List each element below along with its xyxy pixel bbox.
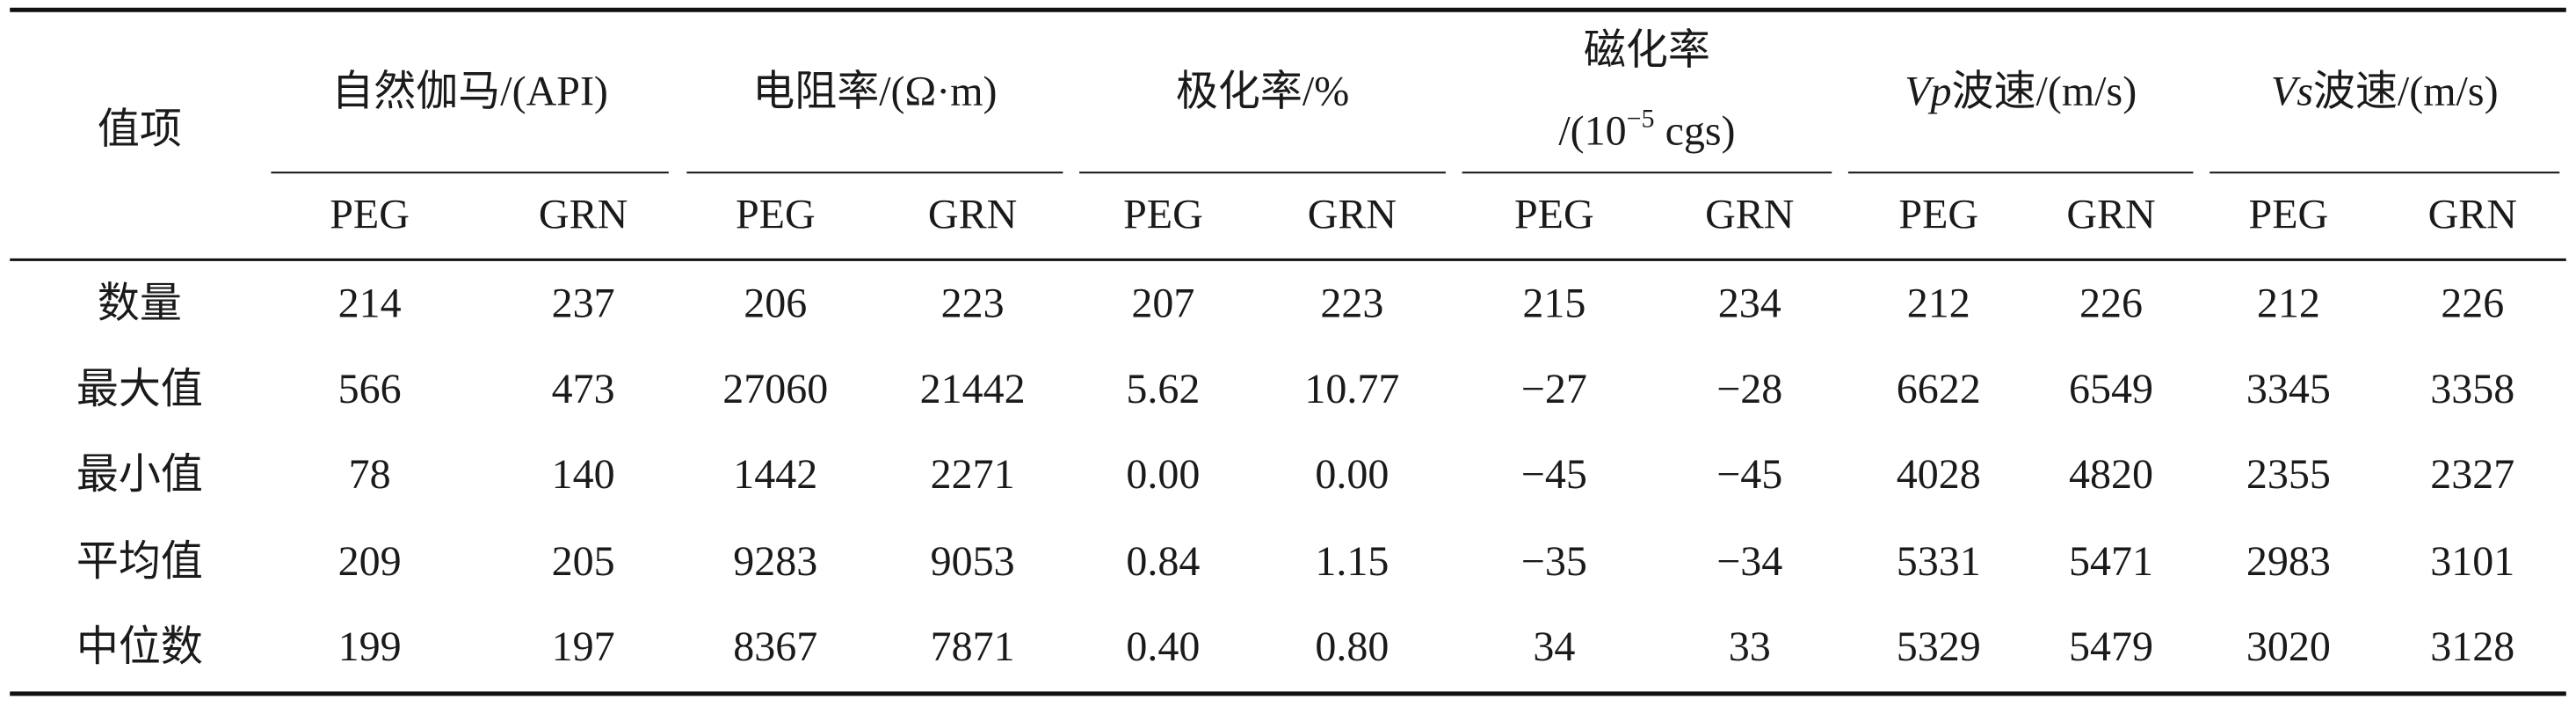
cell: −35 bbox=[1521, 538, 1587, 585]
cell: 214 bbox=[338, 281, 402, 327]
column-header: GRN bbox=[2066, 192, 2155, 238]
cell: 1.15 bbox=[1315, 538, 1389, 585]
row-label: 平均值 bbox=[76, 538, 203, 585]
cell: −45 bbox=[1716, 451, 1782, 498]
cell: 566 bbox=[338, 366, 402, 412]
row-label: 最小值 bbox=[76, 451, 203, 498]
group-header: Vs波速/(m/s) bbox=[2271, 68, 2499, 114]
cell: 209 bbox=[338, 538, 402, 585]
group-header: 磁化率 bbox=[1584, 27, 1710, 74]
group-header: 自然伽马/(API) bbox=[331, 68, 608, 114]
header-part: 电阻率/(Ω·m) bbox=[752, 68, 997, 114]
column-header: PEG bbox=[2249, 192, 2329, 238]
cell: 9053 bbox=[931, 538, 1015, 585]
cell: 1442 bbox=[733, 451, 817, 498]
cell: 206 bbox=[744, 281, 807, 327]
row-header: 值项 bbox=[98, 106, 182, 152]
cell: 78 bbox=[349, 451, 391, 498]
cell: 5331 bbox=[1897, 538, 1981, 585]
column-header: PEG bbox=[1514, 192, 1594, 238]
cell: −45 bbox=[1521, 451, 1587, 498]
header-italic: Vs bbox=[2271, 68, 2313, 114]
column-header: PEG bbox=[1123, 192, 1203, 238]
cell: 27060 bbox=[722, 366, 828, 412]
cell: 5471 bbox=[2069, 538, 2153, 585]
cell: −27 bbox=[1521, 366, 1587, 412]
cell: 7871 bbox=[931, 623, 1015, 670]
header-part: 波速/(m/s) bbox=[2313, 68, 2499, 114]
cell: 0.40 bbox=[1126, 623, 1200, 670]
row-label: 最大值 bbox=[76, 366, 203, 412]
cell: −34 bbox=[1716, 538, 1782, 585]
cell: 2271 bbox=[931, 451, 1015, 498]
cell: 21442 bbox=[920, 366, 1026, 412]
cell: 212 bbox=[2257, 281, 2320, 327]
cell: 0.00 bbox=[1126, 451, 1200, 498]
header-part: 极化率/% bbox=[1176, 68, 1349, 114]
cell: 6549 bbox=[2069, 366, 2153, 412]
cell: 0.00 bbox=[1315, 451, 1389, 498]
cell: 197 bbox=[552, 623, 615, 670]
cell: 205 bbox=[552, 538, 615, 585]
group-header: /(10−5 cgs) bbox=[1558, 104, 1735, 154]
cell: 3128 bbox=[2430, 623, 2514, 670]
header-sup: −5 bbox=[1627, 104, 1655, 133]
cell: 33 bbox=[1729, 623, 1771, 670]
column-header: GRN bbox=[2428, 192, 2517, 238]
cell: 226 bbox=[2441, 281, 2504, 327]
cell: 207 bbox=[1131, 281, 1194, 327]
cell: 9283 bbox=[733, 538, 817, 585]
group-header: Vp波速/(m/s) bbox=[1905, 68, 2137, 114]
header-part: cgs) bbox=[1655, 107, 1736, 154]
cell: 8367 bbox=[733, 623, 817, 670]
cell: 3358 bbox=[2430, 366, 2514, 412]
cell: 237 bbox=[552, 281, 615, 327]
column-header: PEG bbox=[330, 192, 410, 238]
column-header: GRN bbox=[928, 192, 1017, 238]
cell: 2327 bbox=[2430, 451, 2514, 498]
cell: 3020 bbox=[2246, 623, 2331, 670]
header-italic: Vp bbox=[1905, 68, 1951, 114]
cell: 10.77 bbox=[1304, 366, 1399, 412]
group-header: 极化率/% bbox=[1176, 68, 1349, 114]
cell: 0.80 bbox=[1315, 623, 1389, 670]
cell: 0.84 bbox=[1126, 538, 1200, 585]
cell: 140 bbox=[552, 451, 615, 498]
group-header: 电阻率/(Ω·m) bbox=[752, 68, 997, 114]
cell: 199 bbox=[338, 623, 402, 670]
cell: 2983 bbox=[2246, 538, 2331, 585]
column-header: GRN bbox=[539, 192, 628, 238]
column-header: GRN bbox=[1308, 192, 1397, 238]
cell: 473 bbox=[552, 366, 615, 412]
column-header: PEG bbox=[736, 192, 816, 238]
row-label: 数量 bbox=[98, 281, 182, 327]
cell: 5329 bbox=[1897, 623, 1981, 670]
column-header: PEG bbox=[1898, 192, 1978, 238]
cell: 3101 bbox=[2430, 538, 2514, 585]
cell: 5.62 bbox=[1126, 366, 1200, 412]
row-label: 中位数 bbox=[76, 623, 203, 670]
cell: 6622 bbox=[1897, 366, 1981, 412]
cell: 4028 bbox=[1897, 451, 1981, 498]
cell: 5479 bbox=[2069, 623, 2153, 670]
cell: 212 bbox=[1907, 281, 1970, 327]
cell: 223 bbox=[1320, 281, 1383, 327]
header-part: 自然伽马/(API) bbox=[331, 68, 608, 114]
cell: 215 bbox=[1522, 281, 1586, 327]
cell: −28 bbox=[1716, 366, 1782, 412]
header-part: 波速/(m/s) bbox=[1952, 68, 2137, 114]
cell: 4820 bbox=[2069, 451, 2153, 498]
cell: 223 bbox=[941, 281, 1005, 327]
cell: 3345 bbox=[2246, 366, 2331, 412]
cell: 2355 bbox=[2246, 451, 2331, 498]
cell: 226 bbox=[2079, 281, 2143, 327]
header-part: /(10 bbox=[1558, 107, 1626, 154]
cell: 34 bbox=[1533, 623, 1575, 670]
column-header: GRN bbox=[1705, 192, 1794, 238]
cell: 234 bbox=[1718, 281, 1781, 327]
